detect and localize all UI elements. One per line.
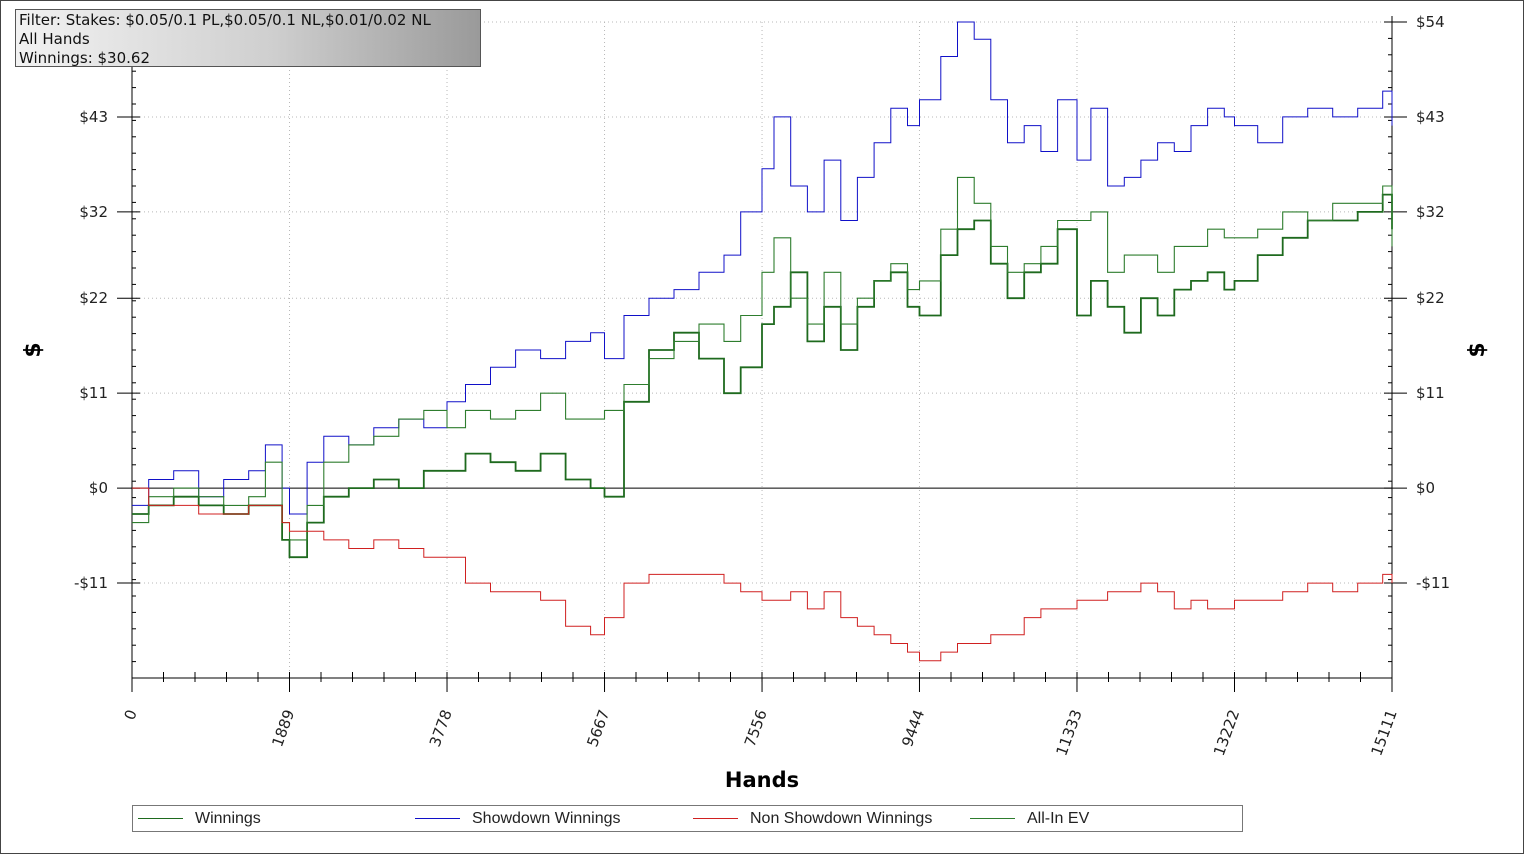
legend-swatch-all-in-ev <box>970 818 1015 819</box>
x-tick-label: 7556 <box>741 707 771 749</box>
y-axis-title-left: $ <box>21 342 46 357</box>
x-tick-label: 11333 <box>1053 707 1086 758</box>
legend-item-winnings: Winnings <box>138 806 261 831</box>
legend-label-all-in-ev: All-In EV <box>1027 809 1090 827</box>
y-tick-label-right: $32 <box>1416 203 1445 221</box>
y-tick-label-left: $11 <box>79 384 108 402</box>
x-tick-label: 0 <box>121 707 141 722</box>
legend-label-non-showdown-winnings: Non Showdown Winnings <box>750 809 933 827</box>
legend-item-all-in-ev: All-In EV <box>970 806 1089 831</box>
y-tick-label-left: $22 <box>79 289 108 307</box>
series-line-all-in-ev <box>132 176 1393 541</box>
winnings-total-text: Winnings: $30.62 <box>19 49 151 67</box>
legend-label-showdown-winnings: Showdown Winnings <box>472 809 621 827</box>
y-tick-label-left: $32 <box>79 203 108 221</box>
series-line-non-showdown-winnings <box>132 487 1393 662</box>
y-tick-label-right: $54 <box>1416 13 1445 31</box>
legend-swatch-winnings <box>138 818 183 819</box>
x-tick-label: 13222 <box>1210 707 1243 758</box>
y-tick-label-right: $22 <box>1416 289 1445 307</box>
axis-layer <box>117 16 1407 692</box>
y-tick-label-right: -$11 <box>1416 574 1450 592</box>
filter-info-box: Filter: Stakes: $0.05/0.1 PL,$0.05/0.1 N… <box>15 9 481 67</box>
legend-swatch-non-showdown-winnings <box>693 818 738 819</box>
x-tick-label: 9444 <box>898 707 928 749</box>
y-tick-label-left: $0 <box>89 479 108 497</box>
series-line-showdown-winnings <box>132 21 1393 515</box>
legend-label-winnings: Winnings <box>195 809 261 827</box>
y-tick-label-right: $11 <box>1416 384 1445 402</box>
legend-item-non-showdown-winnings: Non Showdown Winnings <box>693 806 932 831</box>
x-tick-label: 15111 <box>1368 707 1401 758</box>
hands-filter-text: All Hands <box>19 30 90 48</box>
y-tick-label-left: $43 <box>79 108 108 126</box>
chart-legend: Winnings Showdown Winnings Non Showdown … <box>132 805 1243 832</box>
y-axis-title-right: $ <box>1465 342 1490 357</box>
x-axis-title: Hands <box>725 768 799 792</box>
legend-item-showdown-winnings: Showdown Winnings <box>415 806 621 831</box>
x-tick-label: 1889 <box>268 707 298 749</box>
filter-text: Filter: Stakes: $0.05/0.1 PL,$0.05/0.1 N… <box>19 11 431 29</box>
legend-swatch-showdown-winnings <box>415 818 460 819</box>
x-tick-label: 5667 <box>583 707 613 749</box>
y-tick-label-left: -$11 <box>74 574 108 592</box>
x-tick-label: 3778 <box>426 707 456 749</box>
series-layer <box>132 21 1393 662</box>
y-tick-label-right: $0 <box>1416 479 1435 497</box>
y-tick-label-right: $43 <box>1416 108 1445 126</box>
